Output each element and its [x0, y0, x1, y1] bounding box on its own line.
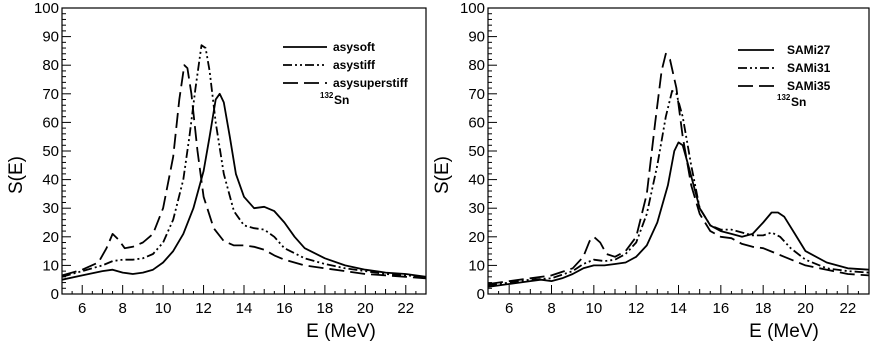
annotation-mass-number: 132: [777, 93, 791, 102]
y-tick-label: 30: [42, 200, 59, 217]
legend-label: SAMi31: [787, 61, 831, 75]
y-tick-label: 20: [42, 229, 59, 246]
legend-label: SAMi27: [787, 43, 831, 57]
y-tick-label: 100: [460, 0, 485, 17]
x-tick-label: 12: [628, 300, 645, 317]
y-tick-label: 80: [42, 57, 59, 74]
legend-label: asysuperstiff: [333, 76, 409, 90]
series-line-asysuperstiff: [62, 64, 426, 280]
y-tick-label: 20: [468, 229, 485, 246]
x-tick-label: 6: [78, 300, 86, 317]
y-tick-label: 0: [477, 286, 485, 303]
y-tick-label: 90: [468, 29, 485, 46]
y-tick-label: 100: [34, 0, 59, 17]
x-tick-label: 8: [118, 300, 126, 317]
x-tick-label: 18: [317, 300, 334, 317]
x-tick-label: 10: [155, 300, 172, 317]
series-line-asystiff: [62, 44, 426, 278]
x-tick-label: 22: [397, 300, 414, 317]
x-tick-label: 16: [712, 300, 729, 317]
y-axis-title: S(E): [6, 156, 27, 194]
x-tick-label: 6: [505, 300, 513, 317]
annotation-mass-number: 132: [320, 91, 334, 100]
y-tick-label: 10: [468, 257, 485, 274]
y-tick-label: 70: [42, 86, 59, 103]
x-tick-label: 10: [585, 300, 602, 317]
y-tick-label: 60: [468, 114, 485, 131]
x-tick-label: 20: [797, 300, 814, 317]
x-tick-label: 12: [195, 300, 212, 317]
x-tick-label: 22: [839, 300, 856, 317]
annotation-element: Sn: [791, 95, 806, 109]
x-tick-label: 14: [236, 300, 253, 317]
x-tick-label: 14: [670, 300, 687, 317]
y-tick-label: 30: [468, 200, 485, 217]
x-tick-label: 8: [547, 300, 555, 317]
y-tick-label: 50: [42, 143, 59, 160]
y-axis-title: S(E): [432, 156, 453, 194]
x-tick-label: 18: [755, 300, 772, 317]
series-line-asysoft: [62, 92, 426, 281]
x-axis-title: E (MeV): [306, 321, 376, 342]
y-tick-label: 90: [42, 29, 59, 46]
legend-label: asystiff: [333, 58, 376, 72]
y-tick-label: 0: [51, 286, 59, 303]
y-tick-label: 40: [42, 172, 59, 189]
chart-panel-2: 6 8 10 12 14 16 18 20 22 0 10 20 30 40 50 60 70 80 90 100 E …: [432, 0, 870, 342]
y-tick-label: 10: [42, 257, 59, 274]
series-line-sami31: [488, 90, 869, 287]
y-tick-label: 60: [42, 114, 59, 131]
y-tick-label: 70: [468, 86, 485, 103]
y-tick-label: 40: [468, 172, 485, 189]
legend-label: asysoft: [333, 40, 375, 54]
y-tick-label: 50: [468, 143, 485, 160]
x-tick-label: 16: [276, 300, 293, 317]
legend-label: SAMi35: [787, 79, 831, 93]
annotation-element: Sn: [334, 93, 349, 107]
y-tick-label: 80: [468, 57, 485, 74]
series-line-sami35: [488, 52, 869, 285]
x-tick-label: 20: [357, 300, 374, 317]
series-line-sami27: [488, 141, 869, 288]
x-axis-title: E (MeV): [749, 321, 819, 342]
chart-panel-1: 6 8 10 12 14 16 18 20 22 0 10 20 30 40 50 60 70 80 90 100 E …: [6, 0, 427, 342]
